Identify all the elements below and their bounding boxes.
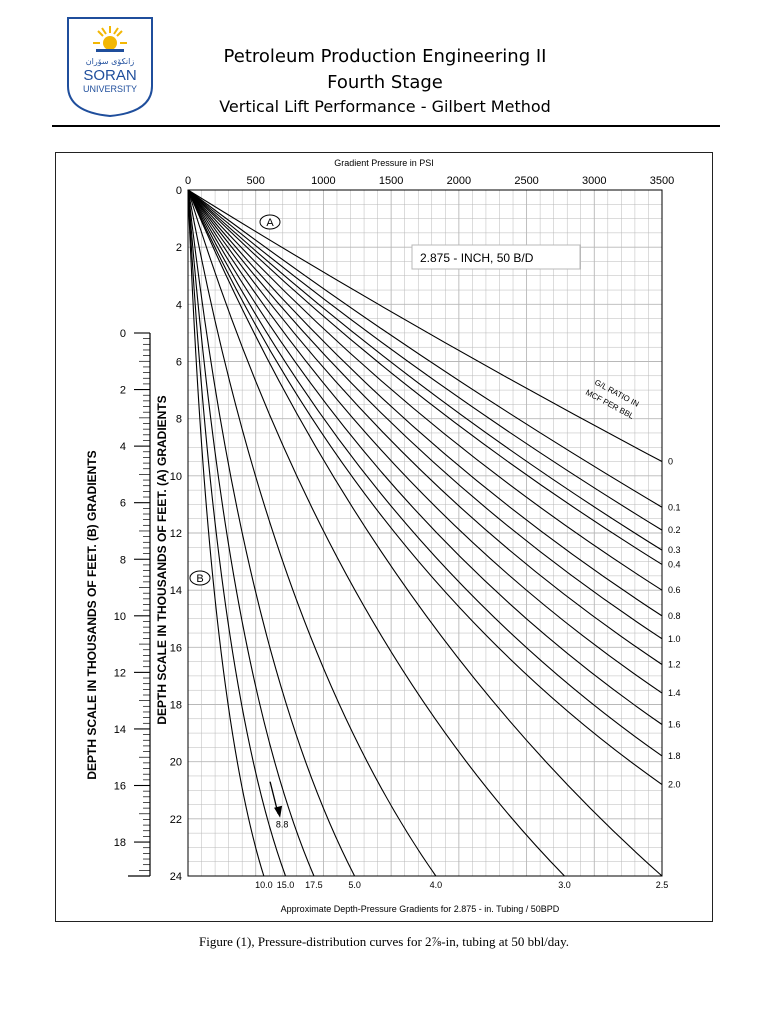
plot-border [187,189,663,877]
y-tick-label-a: 0 [176,185,182,197]
chart-title: Gradient Pressure in PSI [334,158,434,168]
series-line [187,189,663,694]
x-tick-label: 1000 [311,175,335,187]
series-label: 10.0 [255,880,273,890]
series-line [187,189,663,565]
series-label: 4.0 [430,880,443,890]
chart-frame [55,152,713,922]
logo-soran-text: SORAN [83,67,136,84]
y-tick-label-a: 2 [176,242,182,254]
y-axis-label-a: DEPTH SCALE IN THOUSANDS OF FEET. (A) GR… [155,395,169,724]
y-tick-label-a: 14 [170,585,182,597]
series-line [187,189,663,757]
y-tick-label-b: 6 [120,498,126,510]
series-line [187,189,663,463]
series-label: 1.6 [668,720,681,730]
y-tick-label-b: 8 [120,554,126,566]
x-tick-label: 3500 [650,175,674,187]
series-label: 1.8 [668,751,681,761]
series-label: 3.0 [558,880,571,890]
y-tick-label-a: 18 [170,700,182,712]
series-label: 0.8 [668,611,681,621]
series-line [187,189,437,877]
series-line [187,189,663,640]
series-line [187,189,565,877]
series-label: 1.0 [668,634,681,644]
series-line [187,189,356,877]
series-label: 17.5 [305,880,323,890]
series-line [187,189,663,877]
y-tick-label-a: 6 [176,357,182,369]
series-line [187,189,663,785]
marker-a-circle [259,214,281,230]
y-tick-label-a: 12 [170,528,182,540]
y-tick-label-b: 4 [120,441,126,453]
series-label: 0 [668,457,673,467]
series-label: 1.4 [668,688,681,698]
marker-b-circle [189,570,211,586]
y-tick-label-a: 24 [170,871,182,883]
series-line [187,189,315,877]
series-line [187,189,663,665]
y-axis-label-b: DEPTH SCALE IN THOUSANDS OF FEET. (B) GR… [85,450,99,779]
y-tick-label-b: 10 [114,611,126,623]
y-tick-label-a: 8 [176,414,182,426]
series-line [187,189,663,617]
chart-footer-label: Approximate Depth-Pressure Gradients for… [281,904,560,914]
x-tick-label: 3000 [582,175,606,187]
series-line [187,189,265,877]
y-tick-label-a: 10 [170,471,182,483]
subtitle-text: 2.875 - INCH, 50 B/D [420,251,534,265]
stage-title: Fourth Stage [327,72,443,93]
soran-university-logo: زانكۆی سۆران SORAN UNIVERSITY [67,17,153,118]
series-label: 2.0 [668,780,681,790]
subtitle-box [411,244,581,270]
series-label: 5.0 [348,880,361,890]
course-title: Petroleum Production Engineering II [223,46,547,67]
series-line [187,189,663,725]
y-tick-label-a: 4 [176,299,182,311]
series-line [187,189,287,877]
y-tick-label-a: 20 [170,757,182,769]
marker-a-label: A [266,217,274,229]
logo-sun-icon [93,26,127,52]
annotation-label: 8.8 [276,820,289,830]
series-label: 1.2 [668,659,681,669]
series-label: 0.6 [668,585,681,595]
series-line [187,189,663,551]
series-label: 0.3 [668,545,681,555]
series-label: 15.0 [277,880,295,890]
logo-shield [67,17,153,118]
marker-b-label: B [196,573,203,585]
y-tick-label-a: 22 [170,814,182,826]
y-tick-label-b: 14 [114,724,126,736]
x-tick-label: 0 [185,175,191,187]
x-tick-label: 1500 [379,175,403,187]
logo-university-text: UNIVERSITY [83,84,137,94]
logo-arabic-text: زانكۆی سۆران [86,57,135,66]
series-label: 0.2 [668,525,681,535]
topic-title: Vertical Lift Performance - Gilbert Meth… [219,97,551,116]
series-label: 0.4 [668,559,681,569]
x-tick-label: 500 [247,175,265,187]
x-tick-label: 2000 [447,175,471,187]
header-divider [52,125,720,127]
y-tick-label-b: 2 [120,385,126,397]
y-tick-label-b: 12 [114,667,126,679]
y-tick-label-b: 0 [120,328,126,340]
y-tick-label-a: 16 [170,642,182,654]
series-line [187,189,663,591]
series-label: 0.1 [668,502,681,512]
annotation-arrow-head [274,805,283,818]
series-line [187,189,663,508]
series-line [187,189,663,531]
series-label: 2.5 [656,880,669,890]
y-tick-label-b: 16 [114,781,126,793]
figure-caption: Figure (1), Pressure-distribution curves… [199,934,569,949]
y-tick-label-b: 18 [114,837,126,849]
x-tick-label: 2500 [514,175,538,187]
